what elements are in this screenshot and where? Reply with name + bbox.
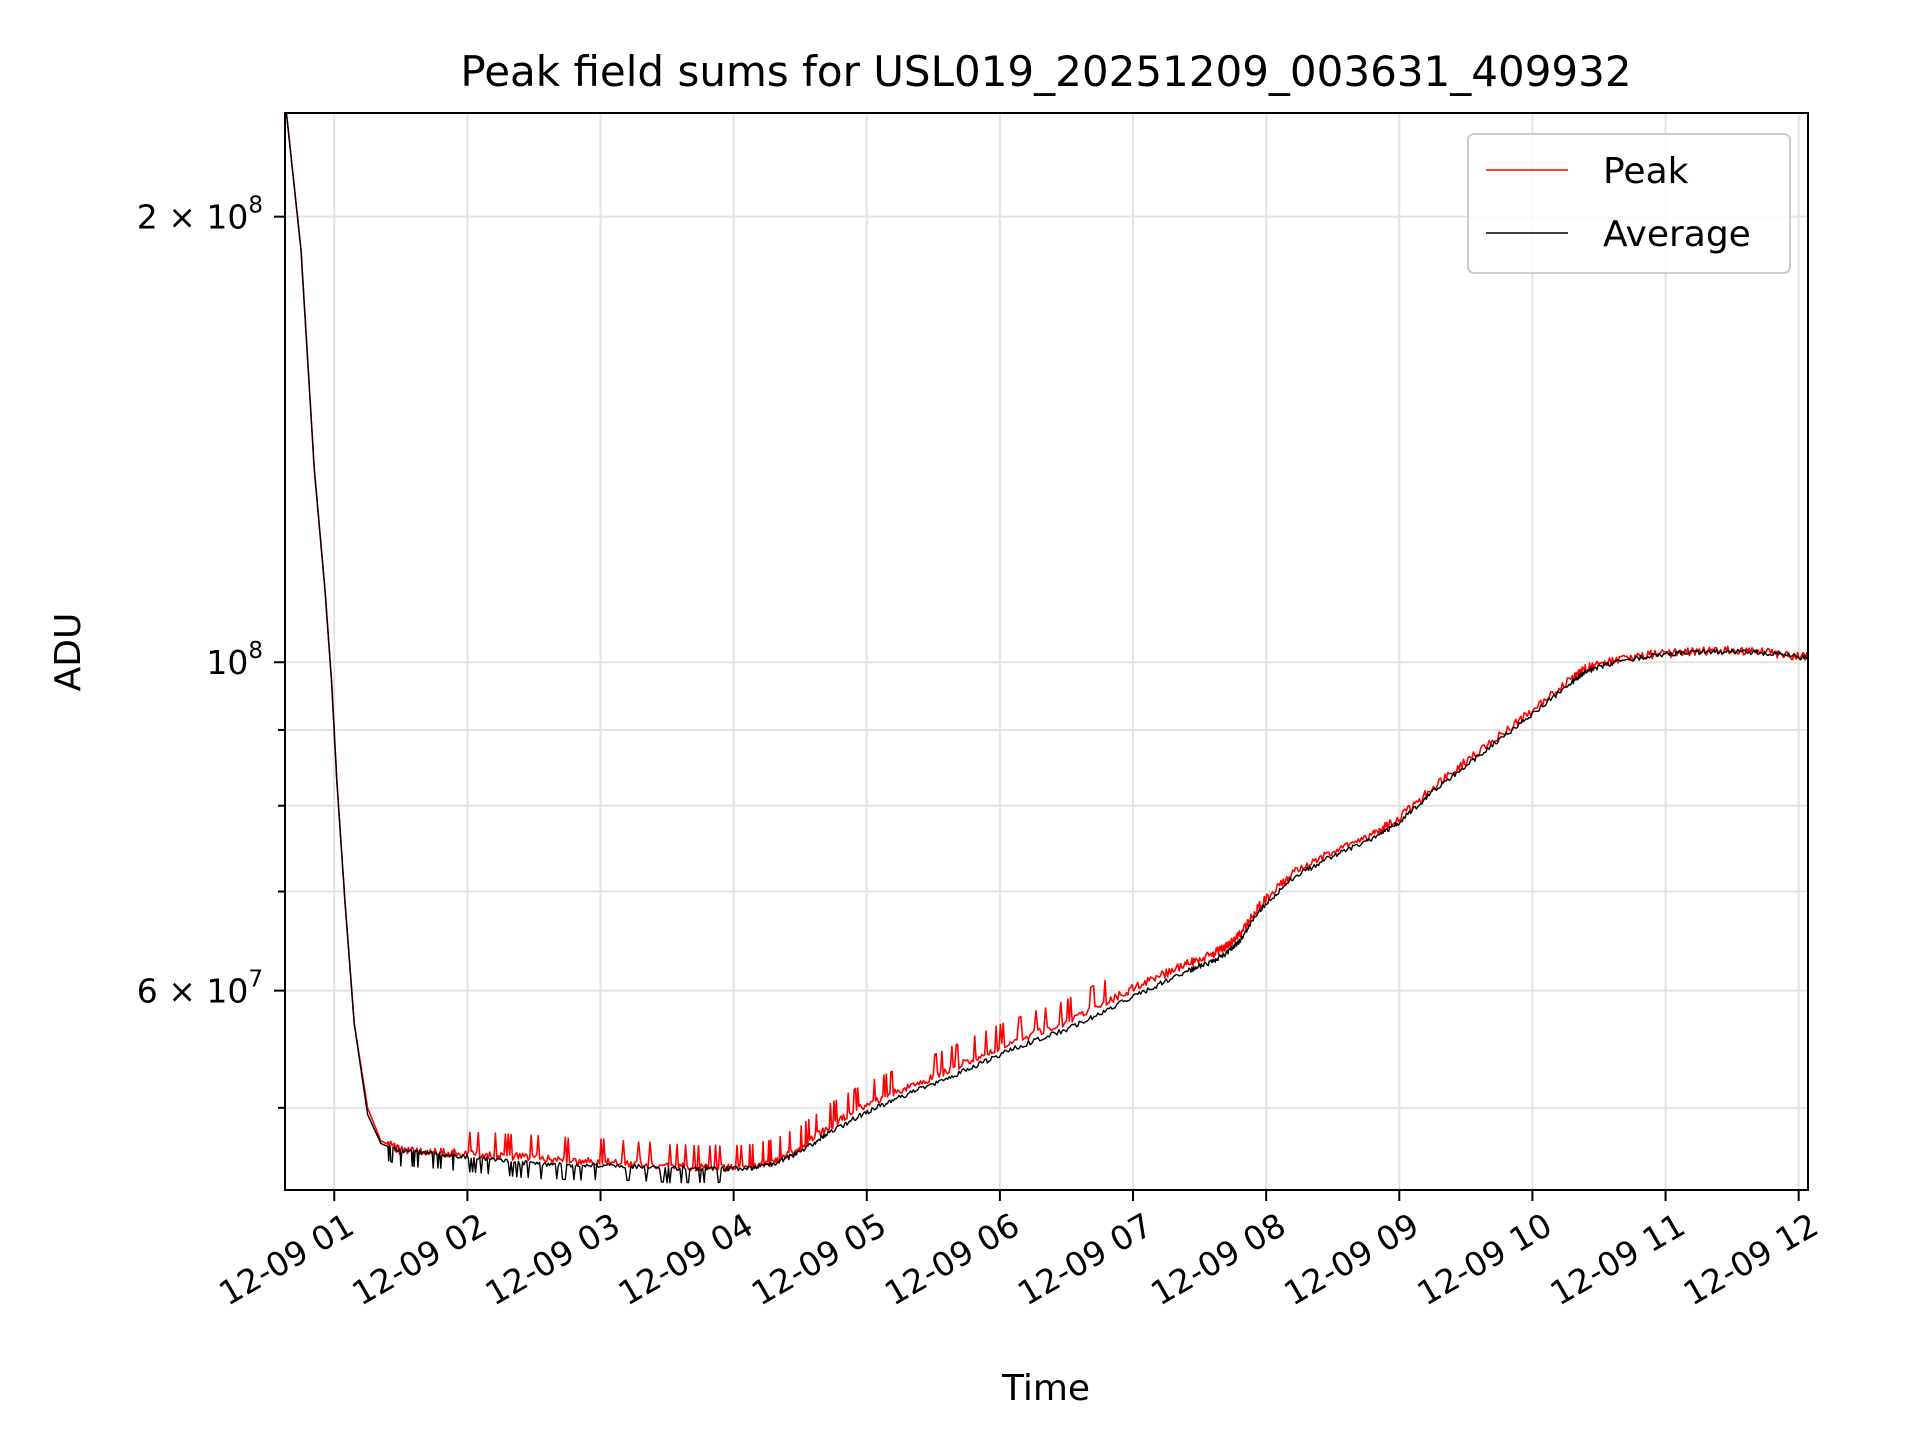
y-tick-label: 2 × 108 [137,193,263,237]
legend-peak-label: Peak [1603,151,1689,192]
y-tick-label-exponent: 7 [248,967,263,993]
y-tick-label: 108 [206,638,263,682]
peak-series-line [285,113,1808,1173]
y-tick-label-exponent: 8 [248,638,263,664]
y-tick-label-base: 10 [206,643,248,682]
y-tick-label: 6 × 107 [137,967,263,1011]
y-tick-label-exponent: 8 [248,193,263,219]
legend: Peak Average [1467,133,1791,274]
x-axis-label: Time [1001,1368,1090,1409]
y-tick-label-base: 6 × 10 [137,972,249,1011]
plot-frame [284,112,1809,1191]
y-tick-label-base: 2 × 10 [137,198,249,237]
average-series-line [285,113,1808,1184]
series-layer [285,113,1808,1184]
y-axis-label: ADU [48,613,89,692]
chart-title: Peak field sums for USL019_20251209_0036… [460,47,1631,96]
legend-box [1467,133,1791,274]
legend-average-label: Average [1603,214,1751,255]
